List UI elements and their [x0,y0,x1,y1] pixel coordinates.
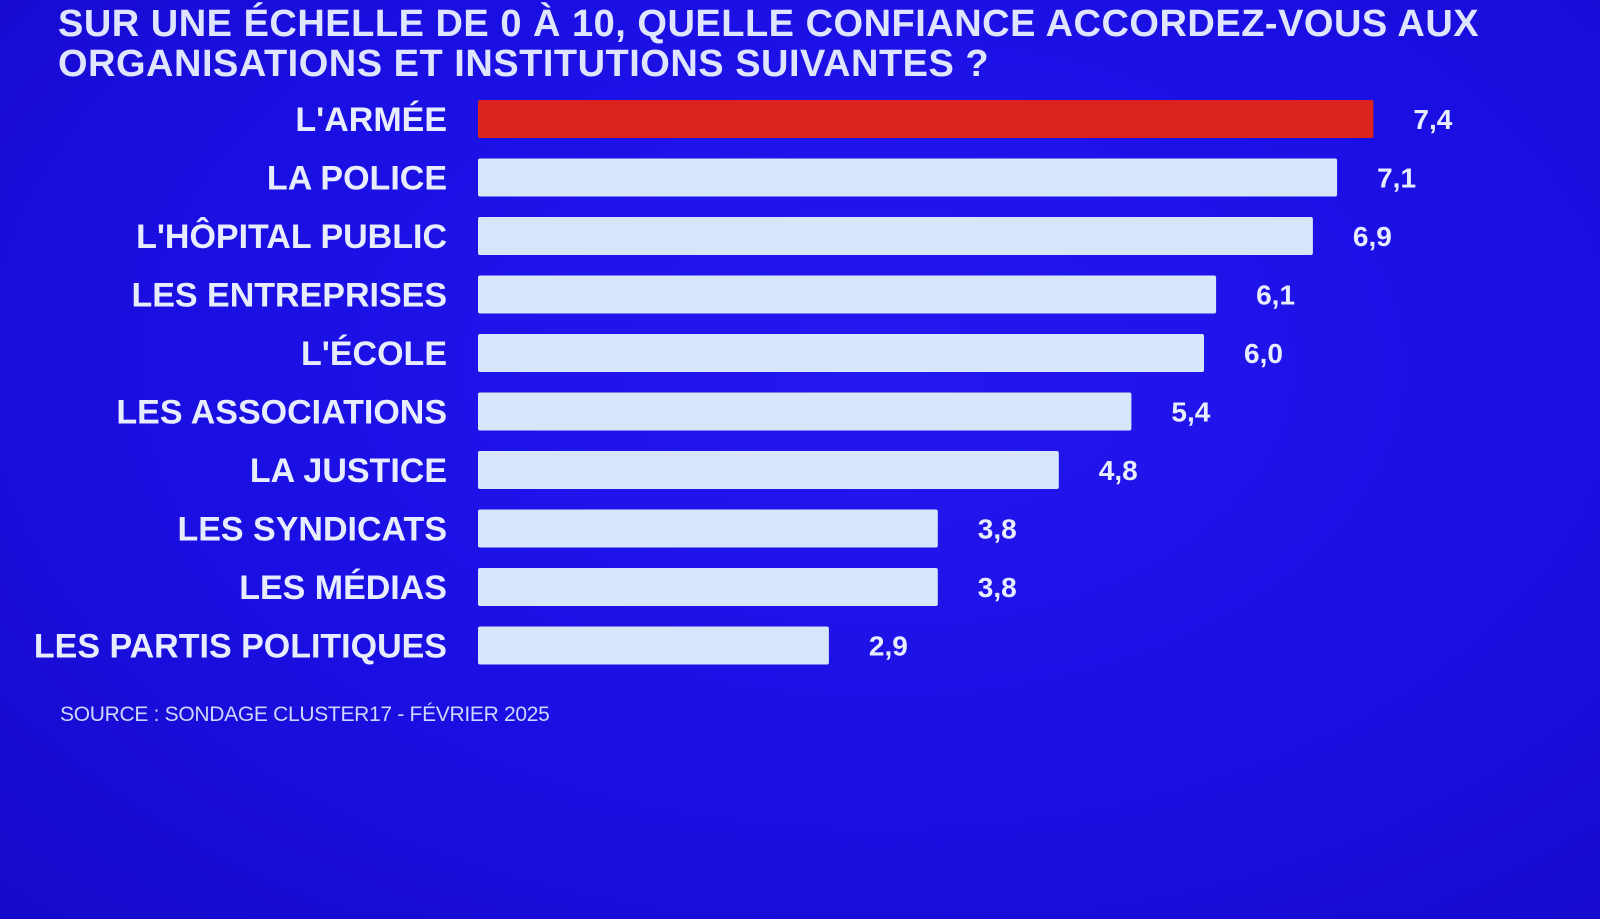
category-labels: L'ARMÉE LA POLICE L'HÔPITAL PUBLIC LES ENTR… [34,101,447,666]
value-label-l-hopital-public: 6,9 [1353,221,1392,252]
value-label-les-entreprises: 6,1 [1256,280,1295,311]
value-label-l-armee: 7,4 [1413,104,1452,135]
bar-l-hopital-public [478,217,1313,255]
bar-l-armee [478,100,1374,138]
category-label-les-associations: LES ASSOCIATIONS [116,394,447,432]
category-label-les-syndicats: LES SYNDICATS [177,511,447,549]
bar-les-associations [478,392,1132,431]
value-label-la-police: 7,1 [1377,163,1416,194]
bar-chart: L'ARMÉE LA POLICE L'HÔPITAL PUBLIC LES ENTR… [34,100,1453,666]
bar-les-syndicats [478,509,938,548]
category-label-l-hopital-public: L'HÔPITAL PUBLIC [136,217,447,256]
value-label-la-justice: 4,8 [1099,455,1138,486]
bars [478,100,1374,665]
value-labels: 7,4 7,1 6,9 6,1 6,0 5,4 4,8 3,8 3,8 2,9 [869,104,1453,662]
category-label-les-medias: LES MÉDIAS [239,569,447,607]
bar-la-police [478,158,1338,197]
value-label-les-associations: 5,4 [1171,397,1210,428]
bar-les-entreprises [478,275,1217,314]
category-label-l-ecole: L'ÉCOLE [301,335,447,373]
category-label-l-armee: L'ARMÉE [295,101,447,139]
chart-title: SUR UNE ÉCHELLE DE 0 À 10, QUELLE CONFIA… [58,3,1480,85]
value-label-l-ecole: 6,0 [1244,338,1283,369]
category-label-les-partis-politiques: LES PARTIS POLITIQUES [34,628,447,666]
bar-la-justice [478,451,1059,489]
bar-l-ecole [478,334,1204,372]
source-note: SOURCE : SONDAGE CLUSTER17 - FÉVRIER 202… [60,703,550,726]
category-label-la-justice: LA JUSTICE [250,452,447,490]
value-label-les-medias: 3,8 [978,572,1017,603]
category-label-les-entreprises: LES ENTREPRISES [131,277,447,315]
bar-les-partis-politiques [478,626,829,665]
value-label-les-partis-politiques: 2,9 [869,631,908,662]
category-label-la-police: LA POLICE [267,160,447,198]
value-label-les-syndicats: 3,8 [978,514,1017,545]
bar-les-medias [478,568,938,606]
